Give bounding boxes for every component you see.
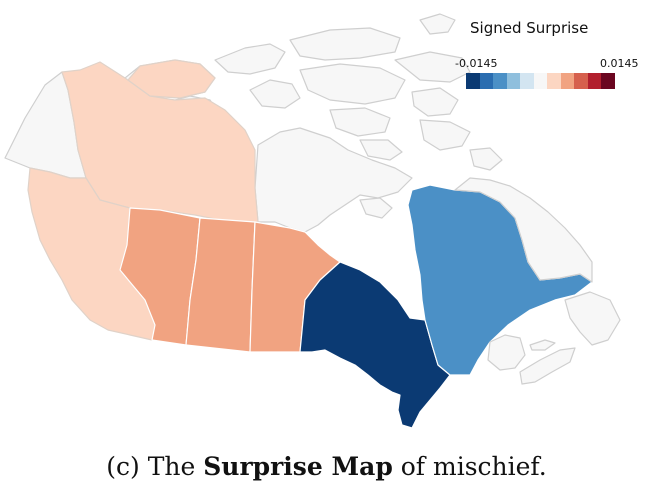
legend-swatch xyxy=(560,73,574,89)
region-newfoundland-and-labrador xyxy=(454,177,621,346)
legend-swatch xyxy=(587,73,601,89)
legend-swatch xyxy=(601,73,615,89)
legend-swatch xyxy=(520,73,534,89)
legend-swatch xyxy=(479,73,493,89)
caption-bold: Surprise Map xyxy=(203,452,393,481)
region-new-brunswick xyxy=(487,334,526,371)
region-alberta xyxy=(119,207,201,346)
legend-title: Signed Surprise xyxy=(470,19,589,37)
legend-color-scale xyxy=(466,73,615,89)
legend-min-label: -0.0145 xyxy=(455,57,498,70)
region-nova-scotia xyxy=(519,347,576,385)
region-prince-edward-island xyxy=(529,339,556,351)
legend-swatch xyxy=(493,73,507,89)
legend-swatch xyxy=(506,73,520,89)
legend-swatch xyxy=(547,73,561,89)
legend-swatch xyxy=(533,73,547,89)
figure-caption: (c) The Surprise Map of mischief. xyxy=(0,452,653,481)
region-ontario xyxy=(299,261,451,429)
caption-prefix: (c) The xyxy=(106,452,204,481)
legend-swatch xyxy=(466,73,480,89)
legend-max-label: 0.0145 xyxy=(600,57,639,70)
caption-suffix: of mischief. xyxy=(392,452,547,481)
legend-swatch xyxy=(574,73,588,89)
region-northwest-territories xyxy=(61,59,259,223)
